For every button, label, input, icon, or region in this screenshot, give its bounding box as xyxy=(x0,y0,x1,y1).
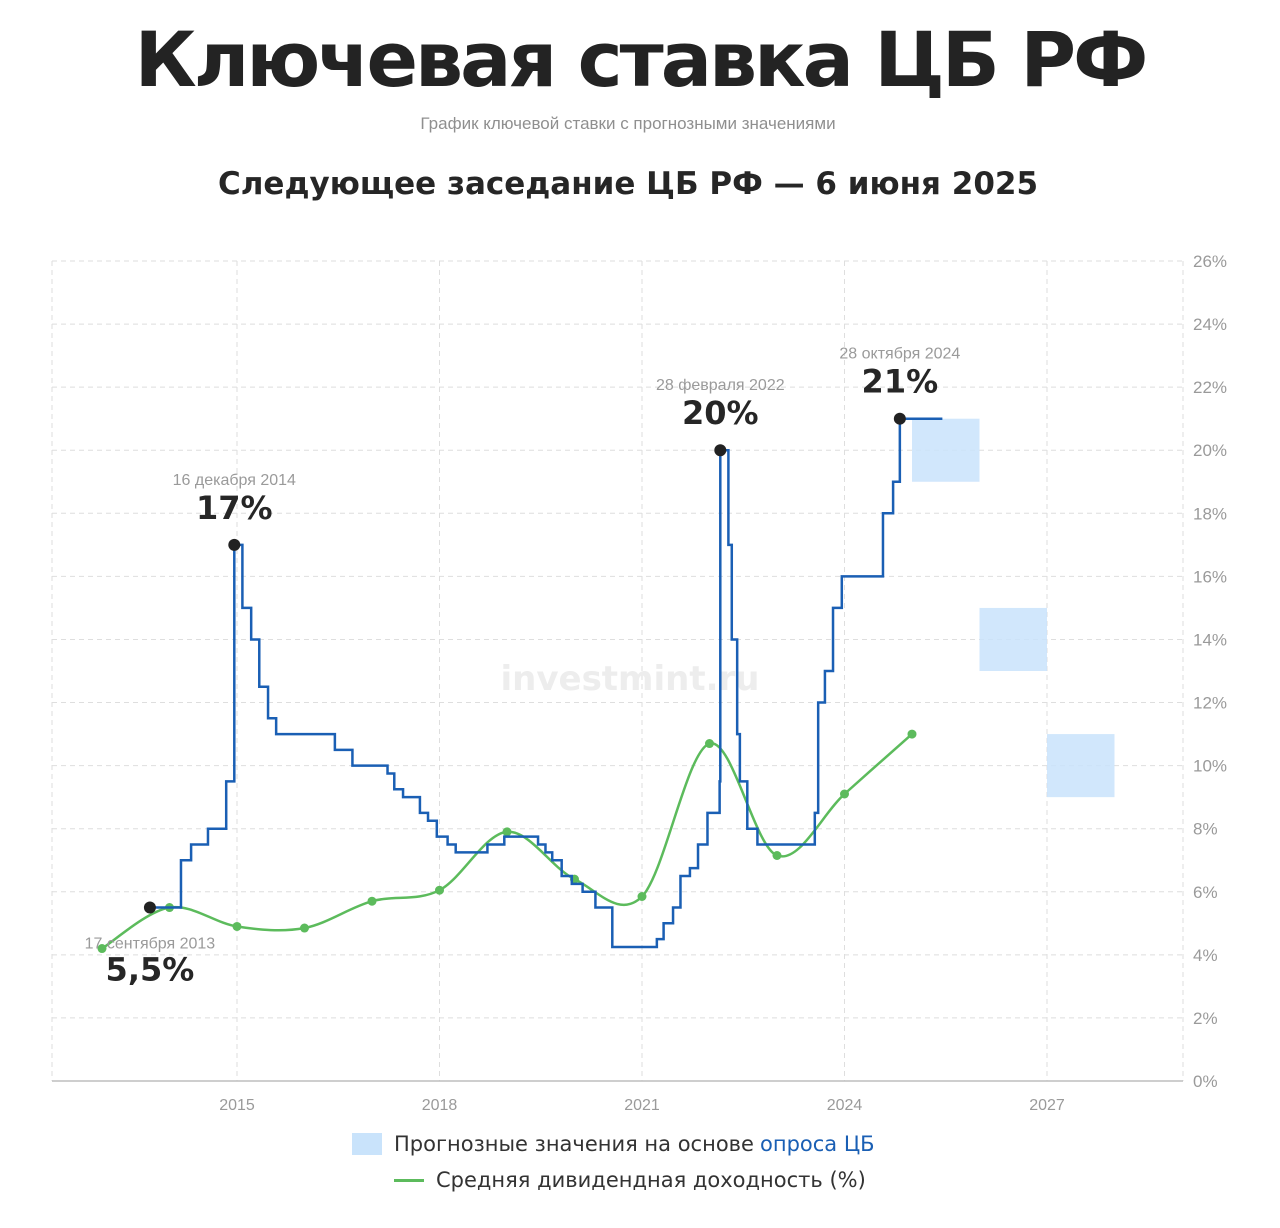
next-meeting-heading: Следующее заседание ЦБ РФ — 6 июня 2025 xyxy=(217,166,1039,202)
forecast-range xyxy=(979,607,1047,671)
y-tick-label: 16% xyxy=(1193,567,1227,586)
peak-marker xyxy=(714,444,727,457)
peak-marker xyxy=(893,412,906,425)
forecast-range xyxy=(912,418,980,482)
x-tick-label: 2027 xyxy=(1029,1097,1065,1114)
y-tick-label: 8% xyxy=(1193,820,1218,839)
y-tick-label: 18% xyxy=(1193,504,1227,523)
y-tick-label: 0% xyxy=(1193,1072,1218,1091)
y-tick-label: 14% xyxy=(1193,630,1227,649)
peak-marker xyxy=(228,538,241,551)
x-tick-label: 2024 xyxy=(827,1097,863,1114)
dividend-point xyxy=(97,944,107,954)
dividend-point xyxy=(502,827,512,837)
legend-forecast: Прогнозные значения на основе опроса ЦБ xyxy=(352,1132,875,1156)
annotation-value: 5,5% xyxy=(106,951,195,989)
y-tick-label: 2% xyxy=(1193,1009,1218,1028)
dividend-point xyxy=(367,896,377,906)
chart-subtitle: График ключевой ставки с прогнозными зна… xyxy=(420,114,836,133)
x-tick-label: 2015 xyxy=(219,1097,255,1114)
dividend-point xyxy=(772,851,782,860)
annotation-date: 28 февраля 2022 xyxy=(656,377,785,394)
annotation-value: 21% xyxy=(862,363,939,401)
y-tick-label: 4% xyxy=(1193,946,1218,965)
survey-link[interactable]: опроса ЦБ xyxy=(759,1132,875,1156)
y-tick-label: 6% xyxy=(1193,883,1218,902)
dividend-point xyxy=(435,885,444,895)
chart-title: Ключевая ставка ЦБ РФ xyxy=(134,15,1149,104)
legend-dividend-label: Средняя дивидендная доходность (%) xyxy=(436,1168,866,1192)
key-rate-line xyxy=(149,417,943,949)
dividend-point xyxy=(705,739,714,749)
annotation-value: 20% xyxy=(682,394,759,432)
y-tick-label: 10% xyxy=(1193,757,1227,776)
dividend-point xyxy=(300,923,309,933)
dividend-point xyxy=(232,921,242,931)
annotation-date: 28 октября 2024 xyxy=(839,346,960,363)
legend-forecast-label: Прогнозные значения на основе xyxy=(394,1132,754,1156)
legend-dividend-swatch xyxy=(394,1178,424,1182)
y-tick-label: 20% xyxy=(1193,441,1227,460)
dividend-point xyxy=(907,729,917,739)
watermark: investmint.ru xyxy=(500,659,759,699)
y-tick-label: 24% xyxy=(1193,315,1227,334)
x-tick-label: 2021 xyxy=(624,1097,660,1114)
legend-forecast-swatch xyxy=(352,1133,382,1155)
annotation-value: 17% xyxy=(196,489,273,527)
dividend-point xyxy=(840,789,849,799)
annotation-date: 16 декабря 2014 xyxy=(173,472,296,489)
y-tick-label: 26% xyxy=(1193,252,1227,271)
dividend-yield-line xyxy=(101,733,913,950)
y-tick-label: 12% xyxy=(1193,694,1227,713)
dividend-point xyxy=(637,892,647,901)
x-tick-label: 2018 xyxy=(422,1097,458,1114)
forecast-range xyxy=(1047,734,1115,798)
y-tick-label: 22% xyxy=(1193,378,1227,397)
legend-dividend: Средняя дивидендная доходность (%) xyxy=(394,1168,866,1192)
annotation-date: 17 сентября 2013 xyxy=(85,936,216,953)
peak-marker xyxy=(143,901,156,914)
